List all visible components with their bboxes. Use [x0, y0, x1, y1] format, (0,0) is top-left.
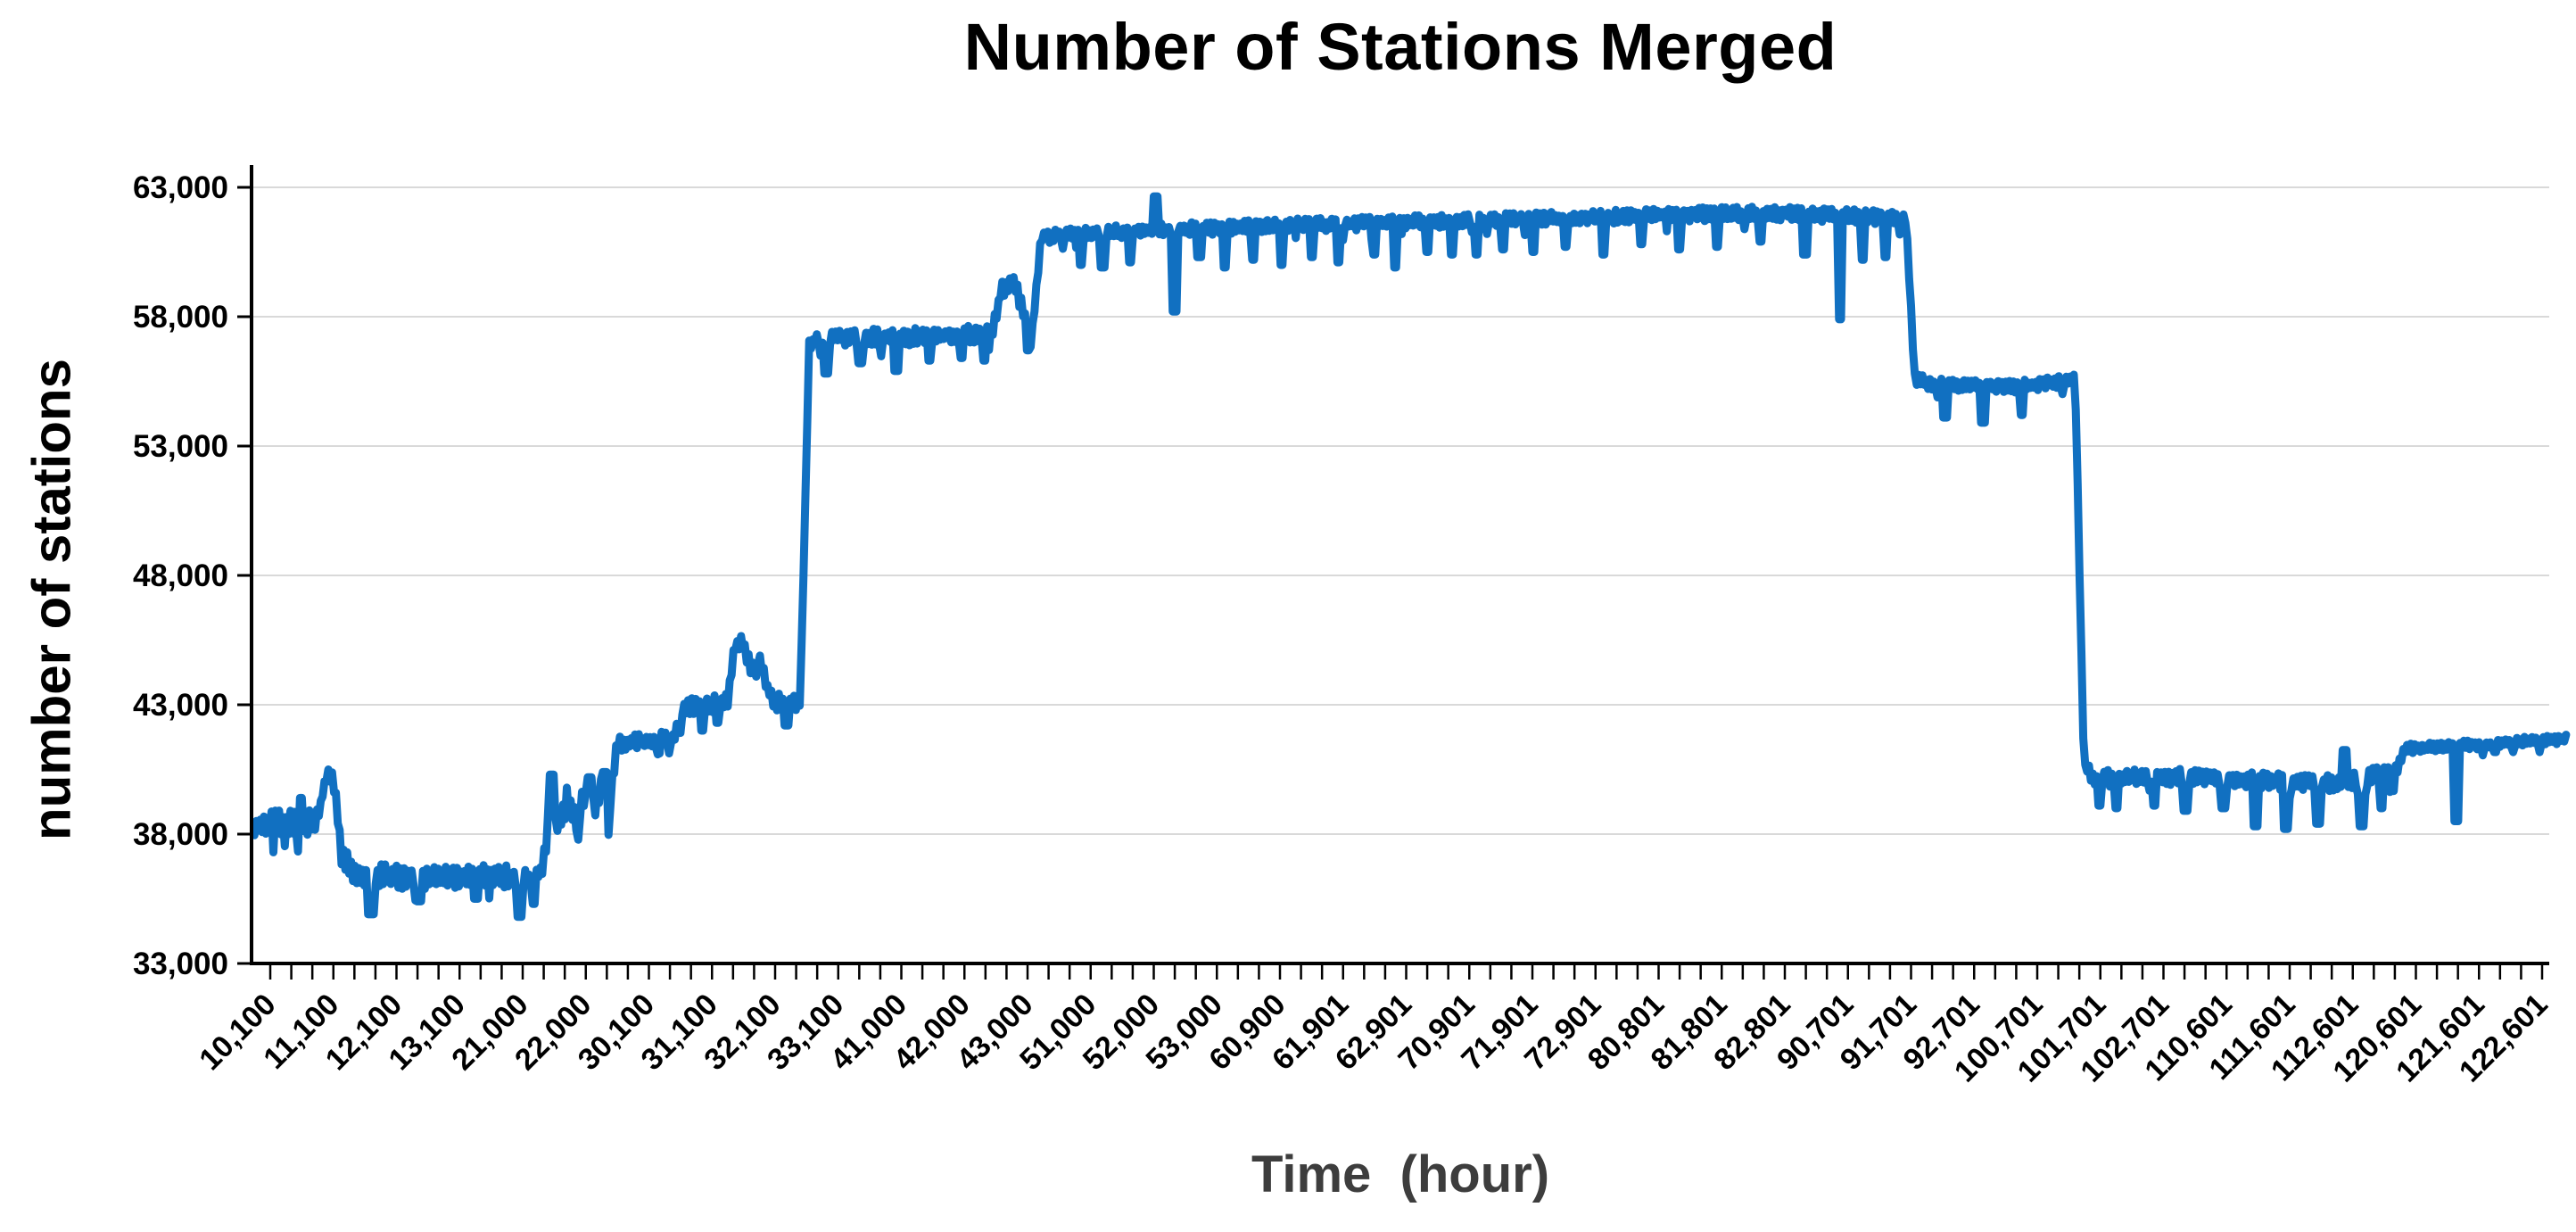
- series-line: [250, 192, 2571, 922]
- x-axis-title: Time (hour): [1251, 1145, 1550, 1203]
- y-tick-label: 33,000: [133, 947, 228, 981]
- y-tick-label: 48,000: [133, 558, 228, 593]
- y-tick-label: 63,000: [133, 170, 228, 205]
- y-tick-label: 53,000: [133, 429, 228, 464]
- chart-title: Number of Stations Merged: [963, 10, 1837, 84]
- y-tick-label: 58,000: [133, 300, 228, 335]
- y-tick-label: 43,000: [133, 688, 228, 723]
- y-tick-label: 38,000: [133, 817, 228, 852]
